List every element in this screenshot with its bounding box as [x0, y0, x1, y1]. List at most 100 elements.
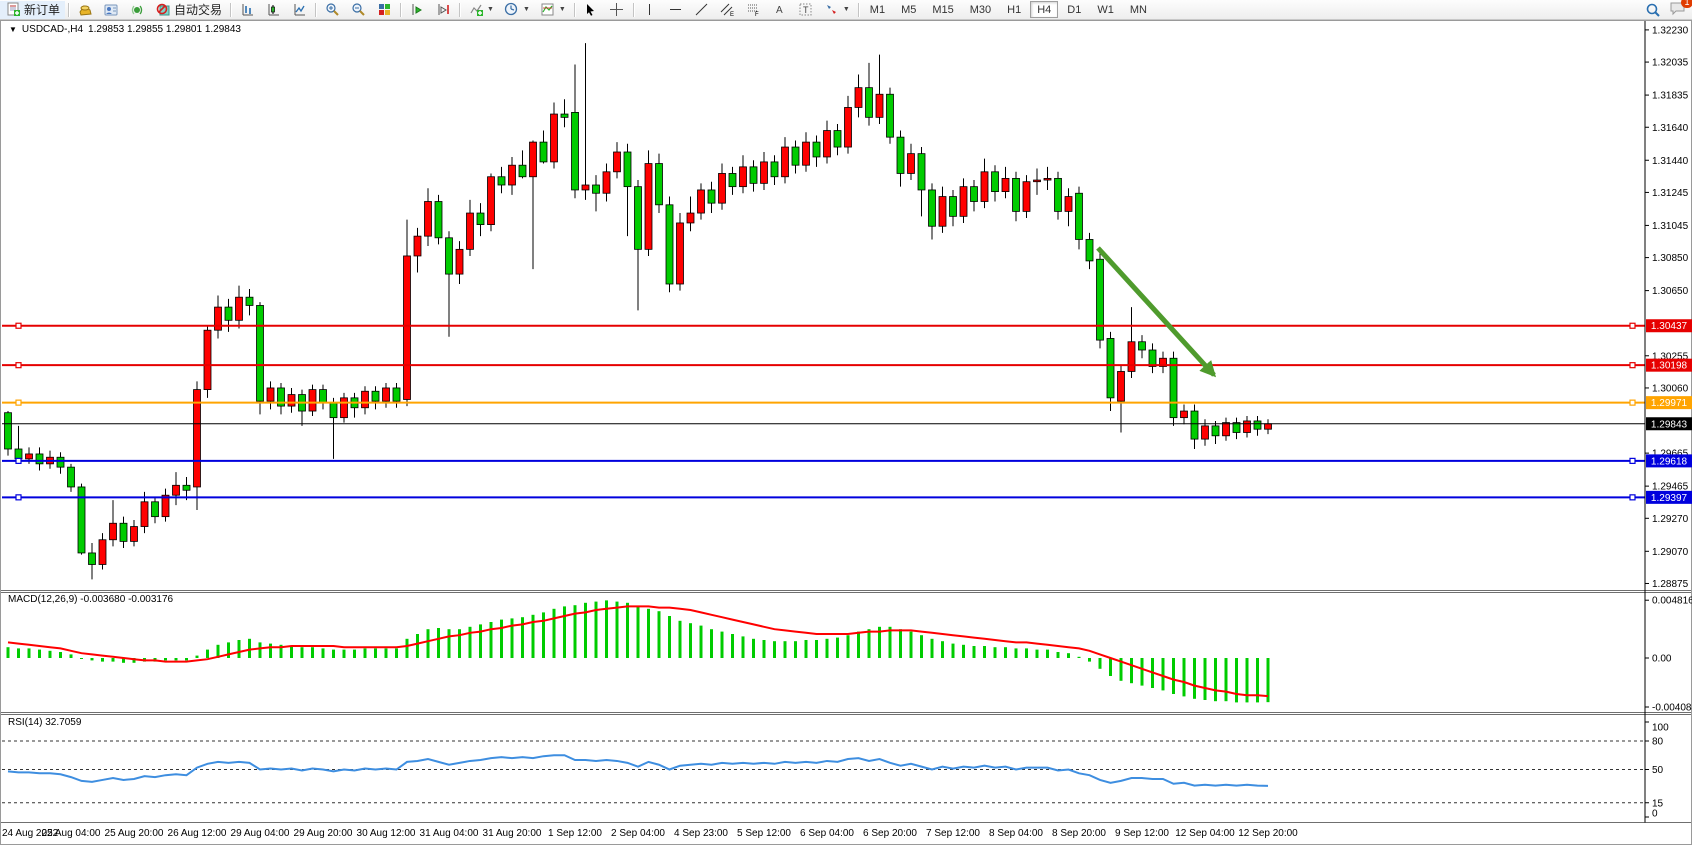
toolbar-separator	[632, 2, 634, 17]
cursor-button[interactable]	[578, 1, 604, 19]
svg-text:1.29618: 1.29618	[1651, 456, 1688, 467]
svg-text:T: T	[803, 5, 809, 15]
market-watch-button[interactable]	[72, 1, 98, 19]
tile-windows-icon	[376, 2, 392, 17]
timeframe-h4-button[interactable]: H4	[1030, 1, 1059, 18]
timeframe-m15-button[interactable]: M15	[932, 4, 954, 16]
timeframe-toolbar: M1 M5 M15 M30 H1 H4 D1 W1 MN	[862, 1, 1155, 18]
timeframe-m5-button[interactable]: M5	[901, 4, 917, 16]
search-icon[interactable]	[1645, 2, 1661, 17]
svg-text:1.31045: 1.31045	[1652, 221, 1689, 232]
text-button[interactable]: A	[767, 1, 793, 19]
vertical-line-button[interactable]	[637, 1, 663, 19]
svg-text:9 Sep 12:00: 9 Sep 12:00	[1115, 828, 1169, 839]
svg-text:1.29465: 1.29465	[1652, 482, 1689, 493]
periods-button[interactable]: ▼	[499, 1, 535, 19]
svg-text:1.30650: 1.30650	[1652, 286, 1689, 297]
chart-title: ▼ USDCAD-,H4 1.29853 1.29855 1.29801 1.2…	[9, 24, 241, 35]
svg-text:5 Sep 12:00: 5 Sep 12:00	[737, 828, 791, 839]
crosshair-icon	[609, 2, 625, 17]
svg-text:1.29270: 1.29270	[1652, 514, 1689, 525]
arrows-button[interactable]: ▼	[819, 1, 855, 19]
svg-text:15: 15	[1652, 798, 1664, 809]
svg-text:25 Aug 04:00: 25 Aug 04:00	[42, 828, 101, 839]
zoom-in-button[interactable]	[319, 1, 345, 19]
market-watch-icon	[77, 2, 93, 17]
price-chart-canvas[interactable]: 1.32230 1.32035 1.31835 1.31640 1.31440 1.312…	[0, 20, 1692, 845]
svg-text:8 Sep 20:00: 8 Sep 20:00	[1052, 828, 1106, 839]
candlestick-chart-button[interactable]	[260, 1, 286, 19]
bar-chart-button[interactable]	[234, 1, 260, 19]
fibonacci-button[interactable]: F	[741, 1, 767, 19]
svg-text:F: F	[755, 12, 759, 17]
toolbar-separator	[68, 2, 70, 17]
timeframe-d1-button[interactable]: D1	[1067, 4, 1082, 16]
auto-scroll-button[interactable]	[404, 1, 430, 19]
svg-text:6 Sep 04:00: 6 Sep 04:00	[800, 828, 854, 839]
svg-text:31 Aug 04:00: 31 Aug 04:00	[420, 828, 479, 839]
auto-trading-button[interactable]: 自动交易	[150, 1, 227, 19]
indicators-icon	[468, 2, 484, 17]
dropdown-arrow-icon: ▼	[842, 6, 850, 13]
svg-text:100: 100	[1652, 723, 1669, 734]
chart-window[interactable]: 1.32230 1.32035 1.31835 1.31640 1.31440 1.312…	[0, 20, 1692, 845]
new-order-label: 新订单	[24, 3, 61, 17]
svg-text:31 Aug 20:00: 31 Aug 20:00	[483, 828, 542, 839]
main-toolbar: 新订单 自动交易	[0, 0, 1692, 20]
zoom-out-button[interactable]	[345, 1, 371, 19]
trendline-icon	[694, 2, 710, 17]
svg-text:A: A	[776, 5, 783, 16]
timeframe-w1-button[interactable]: W1	[1097, 4, 1114, 16]
cursor-arrow-icon	[583, 2, 599, 17]
chat-button[interactable]: 1	[1669, 0, 1692, 19]
horizontal-line-button[interactable]	[663, 1, 689, 19]
toolbar-separator	[573, 2, 575, 17]
candlestick-chart-icon	[265, 2, 281, 17]
svg-text:80: 80	[1652, 737, 1664, 748]
line-chart-icon	[291, 2, 307, 17]
community-button[interactable]	[98, 1, 124, 19]
trendline-button[interactable]	[689, 1, 715, 19]
timeframe-mn-button[interactable]: MN	[1129, 4, 1147, 16]
new-order-button[interactable]: 新订单	[0, 0, 66, 19]
text-label-button[interactable]: T	[793, 1, 819, 19]
svg-text:1.31440: 1.31440	[1652, 156, 1689, 167]
timeframe-h1-button[interactable]: H1	[1007, 4, 1022, 16]
line-chart-button[interactable]	[286, 1, 312, 19]
expand-triangle-icon[interactable]: ▼	[9, 25, 17, 34]
svg-text:8 Sep 04:00: 8 Sep 04:00	[989, 828, 1043, 839]
svg-text:29 Aug 04:00: 29 Aug 04:00	[231, 828, 290, 839]
chart-shift-button[interactable]	[430, 1, 456, 19]
svg-text:1.30437: 1.30437	[1651, 321, 1688, 332]
auto-scroll-icon	[409, 2, 425, 17]
vertical-line-icon	[642, 2, 658, 17]
toolbar-separator	[400, 2, 402, 17]
macd-indicator-label: MACD(12,26,9) -0.003680 -0.003176	[8, 594, 174, 605]
tile-windows-button[interactable]	[371, 1, 397, 19]
svg-text:0.004816: 0.004816	[1652, 596, 1692, 607]
svg-text:25 Aug 20:00: 25 Aug 20:00	[105, 828, 164, 839]
horizontal-line-icon	[668, 2, 684, 17]
svg-text:26 Aug 12:00: 26 Aug 12:00	[168, 828, 227, 839]
dropdown-arrow-icon: ▼	[487, 6, 494, 13]
templates-button[interactable]: ▼	[535, 1, 571, 19]
timeframe-m30-button[interactable]: M30	[969, 4, 992, 16]
equidistant-channel-button[interactable]: E	[715, 1, 741, 19]
svg-text:6 Sep 20:00: 6 Sep 20:00	[863, 828, 917, 839]
svg-text:1.29070: 1.29070	[1652, 547, 1689, 558]
text-label-icon: T	[798, 2, 814, 17]
rsi-indicator-label: RSI(14) 32.7059	[8, 717, 82, 728]
svg-text:12 Sep 04:00: 12 Sep 04:00	[1175, 828, 1235, 839]
signals-button[interactable]	[124, 1, 150, 19]
bar-chart-icon	[239, 2, 255, 17]
indicators-button[interactable]: ▼	[463, 1, 499, 19]
toolbar-separator	[459, 2, 461, 17]
svg-text:1.29397: 1.29397	[1651, 493, 1688, 504]
timeframe-m1-button[interactable]: M1	[869, 4, 886, 16]
auto-trading-icon	[155, 2, 171, 17]
svg-text:1.31245: 1.31245	[1652, 188, 1689, 199]
crosshair-button[interactable]	[604, 1, 630, 19]
chart-symbol-period: USDCAD-,H4	[21, 24, 84, 35]
zoom-in-icon	[324, 2, 340, 17]
svg-text:1.32230: 1.32230	[1652, 25, 1689, 36]
